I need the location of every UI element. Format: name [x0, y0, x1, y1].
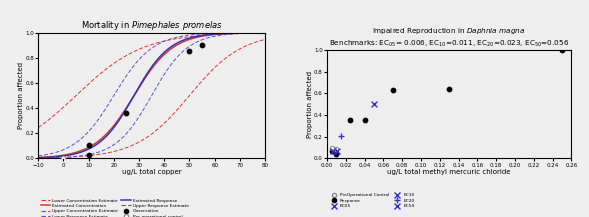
- Legend: Lower Concentration Estimate, Estimated Concentration, Upper Concentration Estim: Lower Concentration Estimate, Estimated …: [41, 198, 189, 217]
- Point: [332, 152, 341, 156]
- Point: [557, 48, 567, 52]
- Point: [369, 102, 379, 106]
- Point: [346, 119, 355, 122]
- X-axis label: ug/L total copper: ug/L total copper: [122, 169, 181, 175]
- Title: Impaired Reproduction in $\mathit{Daphnia\ magna}$
Benchmarks: EC$_{05}$= 0.006,: Impaired Reproduction in $\mathit{Daphni…: [329, 26, 569, 49]
- Point: [122, 111, 131, 115]
- Point: [59, 157, 68, 160]
- Point: [84, 153, 94, 156]
- Title: Mortality in $\mathit{Pimephales\ promelas}$: Mortality in $\mathit{Pimephales\ promel…: [81, 19, 223, 32]
- Point: [327, 146, 336, 149]
- Point: [327, 149, 336, 153]
- Point: [388, 88, 398, 92]
- Y-axis label: Proportion affected: Proportion affected: [307, 71, 313, 138]
- Point: [445, 87, 454, 91]
- Point: [328, 149, 337, 153]
- Point: [332, 147, 341, 150]
- Point: [185, 50, 194, 53]
- Legend: PreOperational Control, Response, EC05, EC10, EC20, EC50: PreOperational Control, Response, EC05, …: [329, 193, 415, 208]
- Y-axis label: Proportion affected: Proportion affected: [18, 62, 24, 129]
- Point: [360, 119, 369, 122]
- X-axis label: ug/L total methyl mercuric chloride: ug/L total methyl mercuric chloride: [388, 169, 511, 175]
- Point: [84, 143, 94, 146]
- Point: [197, 43, 207, 47]
- Point: [333, 150, 342, 153]
- Point: [336, 134, 346, 137]
